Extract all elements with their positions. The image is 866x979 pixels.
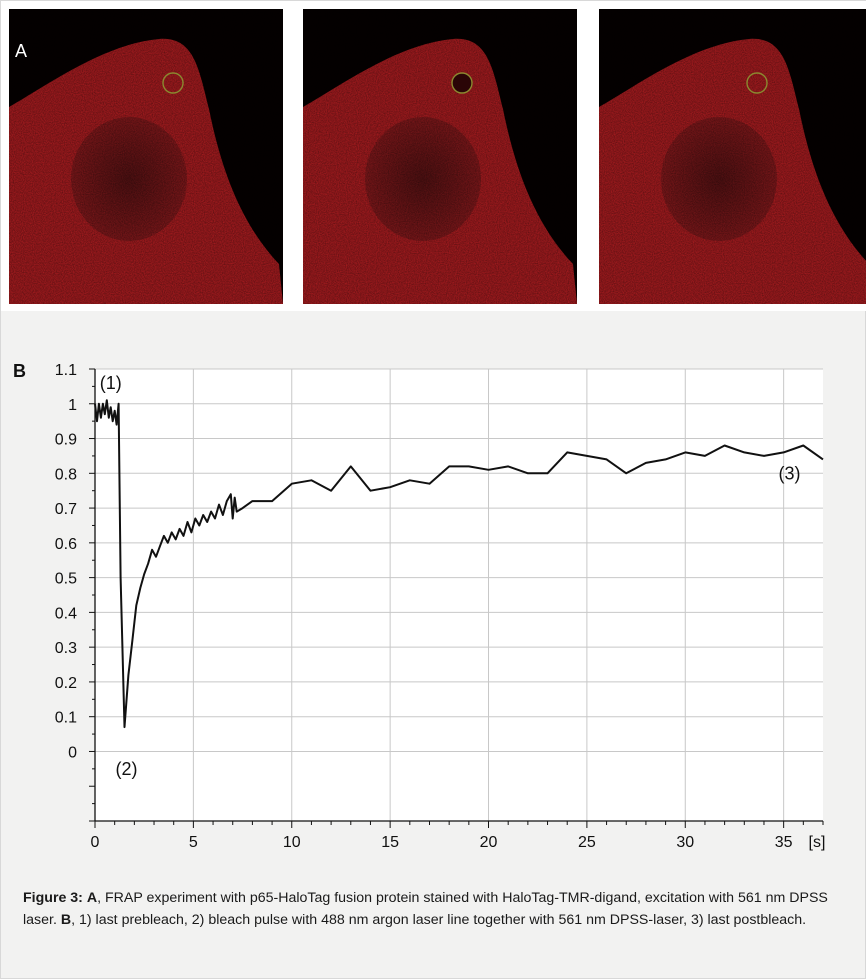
frap-recovery-chart: 1.1 1 0.9 0.8 0.7 0.6 0.5 0.4 0.3 0.2 0.1 0 0 5 10 15 20…: [55, 362, 826, 851]
roi-ring: [451, 72, 473, 94]
roi-ring: [746, 72, 768, 94]
x-tick-label: 30: [676, 834, 694, 851]
data-annotation: (3): [779, 463, 801, 483]
data-annotation: (1): [100, 373, 122, 393]
y-tick-label: 0: [68, 744, 77, 761]
x-tick-label: 15: [381, 834, 399, 851]
x-axis-unit: [s]: [809, 834, 826, 851]
y-tick-label: 0.3: [55, 640, 77, 657]
x-tick-label: 35: [775, 834, 793, 851]
y-tick-label: 0.5: [55, 571, 77, 588]
frap-recovery-line: [94, 399, 824, 729]
caption-b-label: B: [60, 912, 72, 928]
caption-a-label: A: [86, 890, 98, 906]
microscopy-image-bleach: [303, 9, 577, 304]
panel-b-label: B: [13, 361, 26, 381]
figure-caption: Figure 3: A, FRAP experiment with p65-Ha…: [23, 887, 859, 931]
y-tick-label: 1: [68, 397, 77, 414]
y-tick-label: 0.4: [55, 605, 77, 622]
y-tick-label: 0.2: [55, 675, 77, 692]
microscopy-image-prebleach: [9, 9, 283, 304]
caption-b-text: , 1) last prebleach, 2) bleach pulse wit…: [71, 912, 807, 928]
image-noise: [599, 9, 866, 304]
image-noise: [9, 9, 283, 304]
y-tick-label: 0.1: [55, 710, 77, 727]
microscopy-image-row: A: [1, 1, 866, 311]
roi-ring: [162, 72, 184, 94]
microscopy-image-postbleach: [599, 9, 866, 304]
y-tick-label: 0.9: [55, 432, 77, 449]
data-annotation: (2): [115, 759, 137, 779]
x-tick-label: 20: [480, 834, 498, 851]
y-tick-label: 1.1: [55, 362, 77, 379]
caption-figure-label: Figure 3:: [23, 890, 83, 906]
x-tick-label: 10: [283, 834, 301, 851]
x-tick-label: 0: [91, 834, 100, 851]
x-tick-label: 25: [578, 834, 596, 851]
panel-a-label: A: [15, 41, 28, 61]
x-tick-label: 5: [189, 834, 198, 851]
y-tick-label: 0.8: [55, 466, 77, 483]
y-tick-label: 0.6: [55, 536, 77, 553]
bleached-spot: [452, 73, 472, 93]
image-noise: [303, 9, 577, 304]
y-tick-label: 0.7: [55, 501, 77, 518]
plot-background: [95, 369, 823, 821]
caption-a-text: , FRAP experiment with p65-HaloTag fusio…: [23, 890, 828, 928]
